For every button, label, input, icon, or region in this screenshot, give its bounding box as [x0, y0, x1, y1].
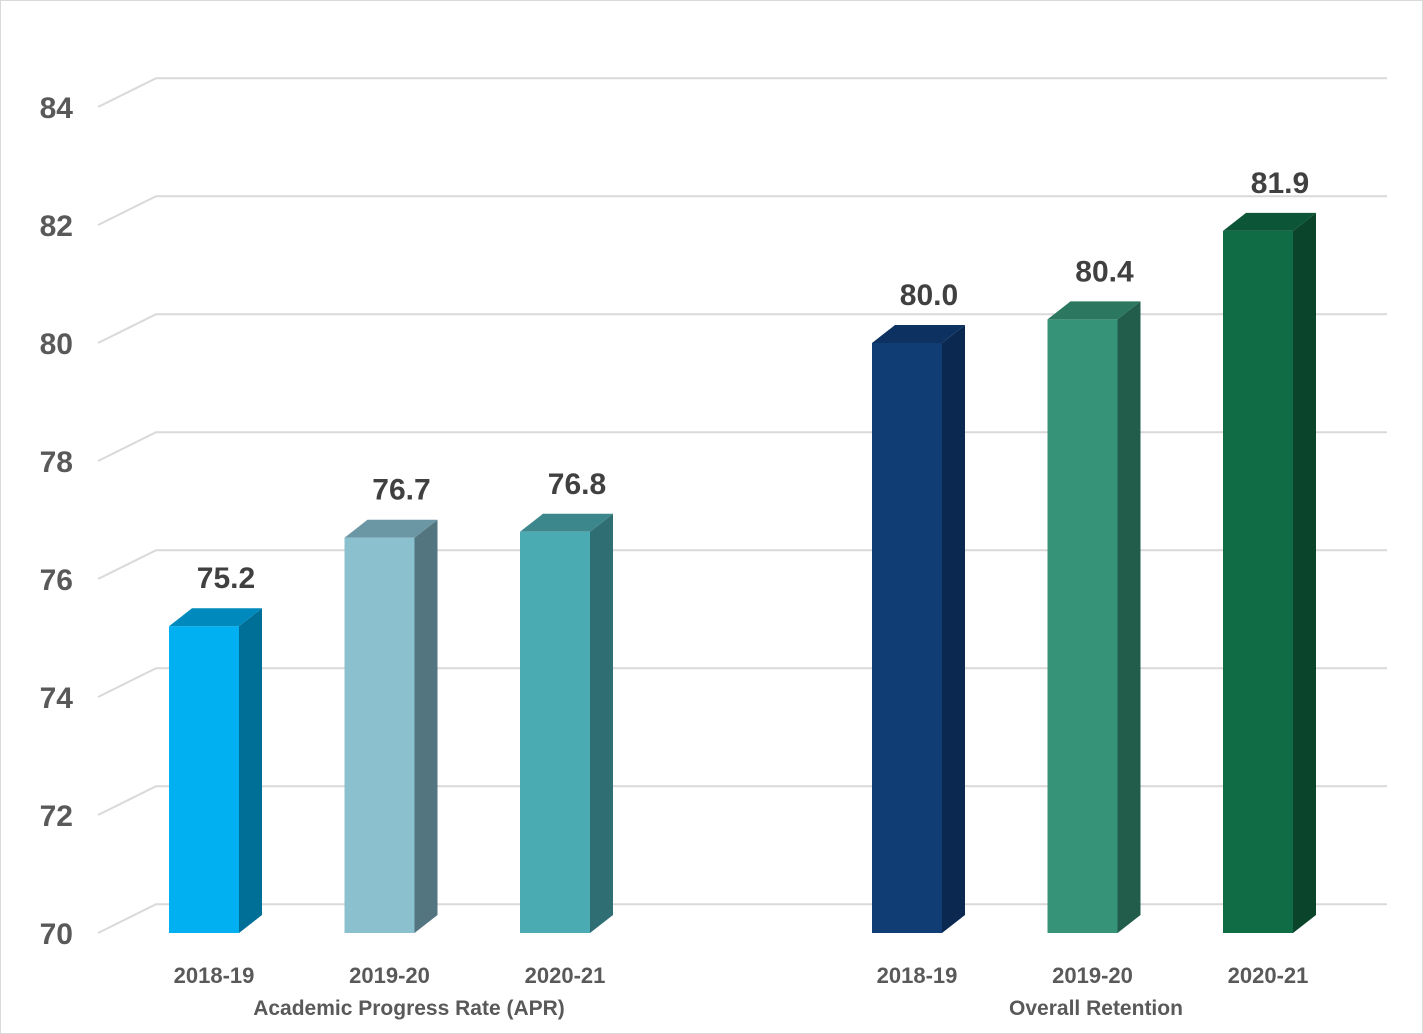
bar — [344, 519, 438, 933]
y-tick-label: 84 — [40, 92, 74, 125]
category-labels: 2018-19 2019-20 2020-21 Academic Progress R… — [174, 963, 1309, 1020]
gridline — [97, 667, 1387, 698]
gridline — [97, 549, 1387, 580]
bar-front-face — [1223, 230, 1293, 933]
y-tick-label: 72 — [40, 800, 73, 833]
bar-top-face — [520, 513, 613, 532]
bar — [169, 608, 262, 933]
gridline — [97, 431, 1387, 462]
data-label: 75.2 — [197, 562, 255, 595]
y-tick-label: 74 — [40, 682, 74, 715]
data-labels: 75.2 76.7 76.8 80.0 80.4 81.9 — [197, 167, 1309, 595]
category-label: 2020-21 — [1228, 963, 1309, 988]
category-label: 2018-19 — [877, 963, 958, 988]
y-tick-label: 76 — [40, 564, 73, 597]
group-label: Overall Retention — [1009, 997, 1183, 1020]
bar-top-face — [1223, 212, 1316, 231]
bar-side-face — [1117, 301, 1141, 933]
bar-side-face — [1293, 212, 1316, 933]
category-label: 2020-21 — [525, 963, 606, 988]
data-label: 80.4 — [1075, 255, 1134, 288]
gridline — [97, 313, 1387, 344]
bar-top-face — [169, 608, 262, 627]
category-label: 2019-20 — [349, 963, 430, 988]
bar — [1047, 301, 1141, 933]
bar-side-face — [239, 608, 262, 933]
data-label: 76.7 — [372, 474, 430, 507]
bar-side-face — [414, 519, 438, 933]
category-label: 2019-20 — [1052, 963, 1133, 988]
bar-side-face — [590, 513, 613, 933]
data-label: 81.9 — [1251, 167, 1309, 200]
bars — [169, 212, 1316, 933]
gridlines — [97, 77, 1387, 934]
gridline — [97, 903, 1387, 934]
bar-top-face — [1047, 301, 1141, 320]
bar-side-face — [942, 325, 965, 933]
bar-front-face — [520, 531, 590, 933]
bar-front-face — [1047, 319, 1118, 933]
bar — [872, 325, 965, 933]
bar-top-face — [344, 519, 438, 538]
gridline — [97, 77, 1387, 108]
y-axis-ticks: 70 72 74 76 78 80 82 84 — [40, 92, 74, 951]
bar-front-face — [169, 626, 239, 933]
data-label: 76.8 — [548, 468, 606, 501]
bar — [1223, 212, 1316, 933]
y-tick-label: 78 — [40, 446, 73, 479]
group-label: Academic Progress Rate (APR) — [253, 997, 565, 1020]
bar — [520, 513, 613, 933]
y-tick-label: 70 — [40, 918, 73, 951]
y-tick-label: 80 — [40, 328, 73, 361]
gridline — [97, 195, 1387, 226]
category-label: 2018-19 — [174, 963, 255, 988]
bar-front-face — [344, 537, 415, 933]
data-label: 80.0 — [900, 279, 958, 312]
gridline — [97, 785, 1387, 816]
bar-front-face — [872, 343, 942, 933]
bar-top-face — [872, 325, 965, 343]
y-tick-label: 82 — [40, 210, 73, 243]
